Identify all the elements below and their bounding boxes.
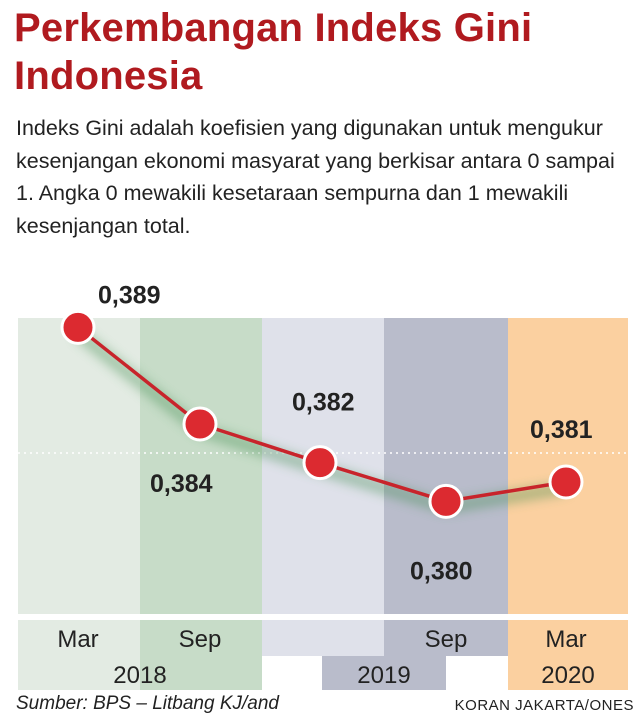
year-label-2020: 2020 [541, 662, 594, 689]
month-cell-3 [262, 620, 384, 656]
data-label-3: 0,382 [292, 389, 355, 417]
year-label-2018: 2018 [113, 662, 166, 689]
chart-title: Perkembangan Indeks Gini Indonesia [14, 6, 533, 98]
month-cell-1 [18, 620, 140, 656]
year-cell-3 [262, 656, 322, 690]
column-bg-2 [140, 318, 262, 614]
month-tick-label-1: Mar [57, 626, 98, 653]
month-cell-2 [140, 620, 262, 656]
data-point-5 [548, 464, 584, 500]
month-cell-4 [384, 620, 508, 656]
chart-description: Indeks Gini adalah koefisien yang diguna… [16, 116, 615, 238]
data-label-1: 0,389 [98, 281, 161, 309]
data-point-1 [60, 309, 96, 345]
data-point-4 [428, 483, 464, 519]
credit-note: KORAN JAKARTA/ONES [454, 697, 634, 714]
month-tick-label-2: Sep [179, 626, 222, 653]
month-cell-5 [508, 620, 628, 656]
month-tick-label-5: Mar [545, 626, 586, 653]
data-point-3 [302, 445, 338, 481]
data-point-2 [182, 406, 218, 442]
year-cell-1 [18, 656, 140, 690]
year-cell-6 [508, 656, 628, 690]
data-label-2: 0,384 [150, 470, 213, 498]
band-separator [18, 614, 628, 620]
year-cell-5 [446, 656, 508, 690]
data-label-4: 0,380 [410, 557, 473, 585]
month-tick-label-4: Sep [425, 626, 468, 653]
source-note: Sumber: BPS – Litbang KJ/and [16, 693, 279, 714]
year-label-2019: 2019 [357, 662, 410, 689]
year-cell-4 [322, 656, 446, 690]
column-bg-4 [384, 318, 508, 614]
data-label-5: 0,381 [530, 416, 593, 444]
year-cell-2 [140, 656, 262, 690]
